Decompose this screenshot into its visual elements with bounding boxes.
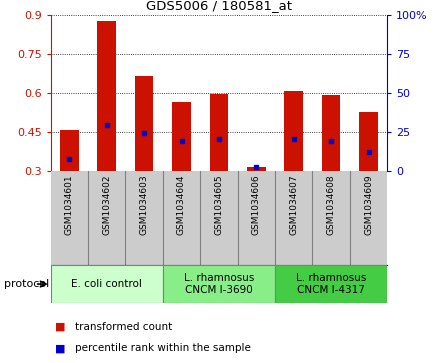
Text: E. coli control: E. coli control [71,279,142,289]
Text: GSM1034602: GSM1034602 [102,174,111,235]
Text: transformed count: transformed count [75,322,172,332]
Bar [247,167,266,171]
Text: GSM1034609: GSM1034609 [364,174,373,235]
Text: GSM1034606: GSM1034606 [252,174,261,235]
FancyBboxPatch shape [51,265,163,303]
Text: GSM1034601: GSM1034601 [65,174,74,235]
Text: GSM1034608: GSM1034608 [326,174,336,235]
Bar [172,102,191,171]
FancyBboxPatch shape [275,265,387,303]
Text: ■: ■ [55,343,66,354]
Bar [97,21,116,171]
Text: protocol: protocol [4,279,50,289]
Text: L. rhamnosus
CNCM I-4317: L. rhamnosus CNCM I-4317 [296,273,366,295]
Text: GSM1034605: GSM1034605 [214,174,224,235]
Bar [359,112,378,171]
Text: L. rhamnosus
CNCM I-3690: L. rhamnosus CNCM I-3690 [184,273,254,295]
Text: percentile rank within the sample: percentile rank within the sample [75,343,251,354]
Title: GDS5006 / 180581_at: GDS5006 / 180581_at [146,0,292,12]
Bar [322,95,341,171]
Bar [209,94,228,171]
Text: ■: ■ [55,322,66,332]
Text: GSM1034604: GSM1034604 [177,174,186,235]
Bar [284,91,303,171]
Bar [60,130,79,171]
Text: GSM1034607: GSM1034607 [289,174,298,235]
Bar [135,76,154,171]
Text: GSM1034603: GSM1034603 [139,174,149,235]
FancyBboxPatch shape [163,265,275,303]
